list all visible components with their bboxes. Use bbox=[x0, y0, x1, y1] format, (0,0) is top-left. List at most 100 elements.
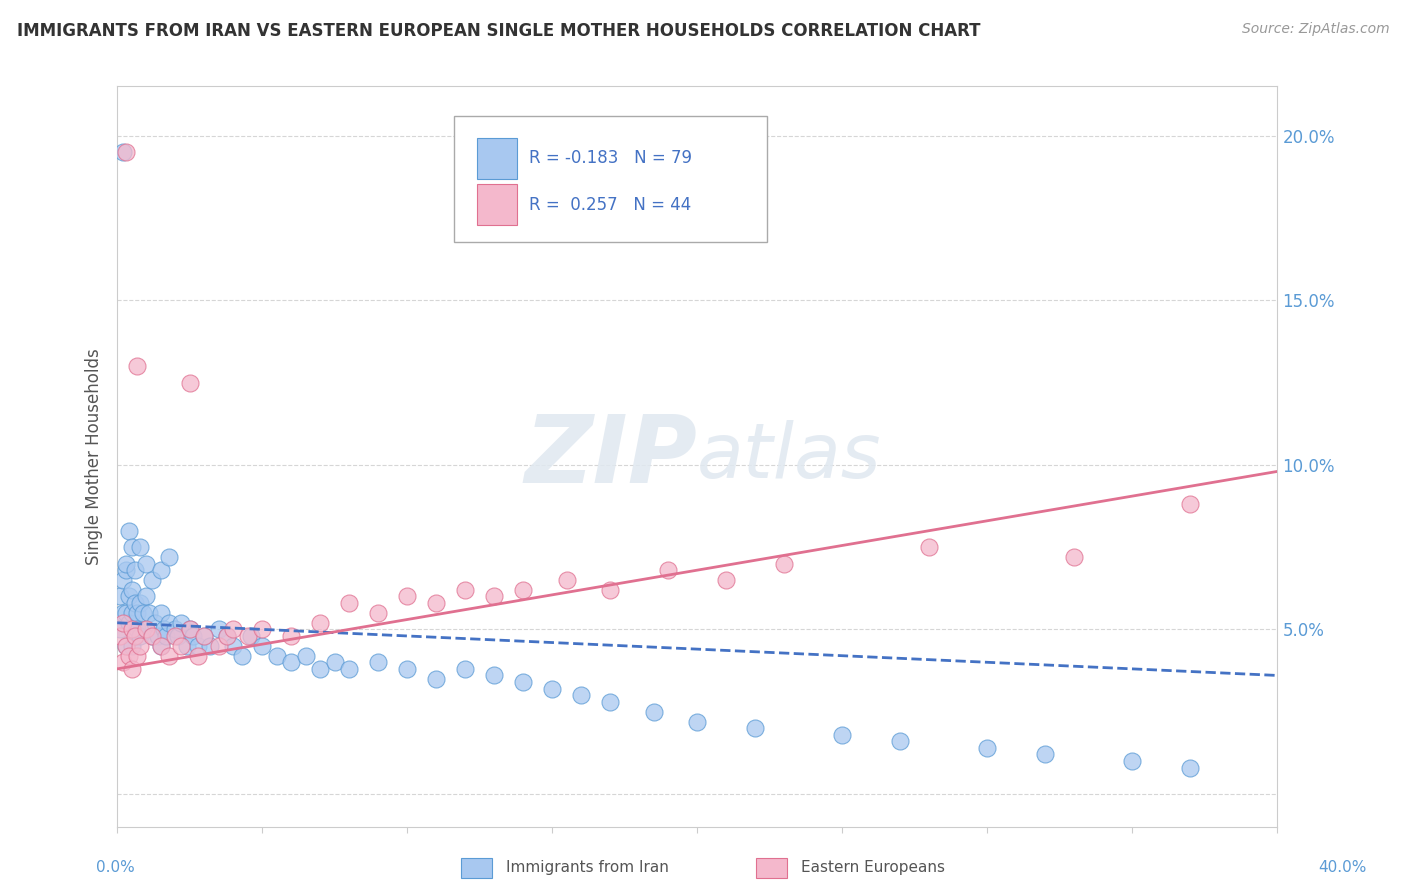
Point bbox=[111, 145, 134, 160]
Point bbox=[187, 648, 209, 663]
Point bbox=[143, 615, 166, 630]
Point bbox=[323, 655, 346, 669]
Point bbox=[124, 629, 146, 643]
Point bbox=[555, 573, 578, 587]
Point bbox=[889, 734, 911, 748]
Point bbox=[512, 582, 534, 597]
Point bbox=[657, 563, 679, 577]
Point bbox=[266, 648, 288, 663]
Point bbox=[124, 629, 146, 643]
Point bbox=[396, 662, 419, 676]
Point bbox=[149, 639, 172, 653]
Point bbox=[176, 639, 198, 653]
Point bbox=[111, 606, 134, 620]
Point bbox=[208, 639, 231, 653]
Point bbox=[127, 359, 149, 373]
Point bbox=[115, 563, 138, 577]
Point bbox=[149, 606, 172, 620]
Point bbox=[599, 582, 621, 597]
Point bbox=[115, 606, 138, 620]
Point bbox=[280, 629, 302, 643]
Point bbox=[181, 629, 204, 643]
Point bbox=[309, 662, 332, 676]
Point bbox=[484, 590, 506, 604]
Point bbox=[118, 590, 141, 604]
Point bbox=[179, 376, 201, 390]
Point bbox=[280, 655, 302, 669]
Point bbox=[132, 606, 155, 620]
Point bbox=[294, 648, 316, 663]
Point bbox=[250, 639, 273, 653]
Point bbox=[127, 648, 149, 663]
Point bbox=[1180, 497, 1202, 511]
Point bbox=[1121, 754, 1143, 768]
Point bbox=[170, 639, 193, 653]
Point bbox=[152, 623, 174, 637]
Point bbox=[643, 705, 665, 719]
Text: atlas: atlas bbox=[697, 419, 882, 493]
Point bbox=[222, 639, 245, 653]
Text: 40.0%: 40.0% bbox=[1319, 860, 1367, 874]
Point bbox=[111, 655, 134, 669]
Point bbox=[115, 145, 138, 160]
Point bbox=[118, 524, 141, 538]
Point bbox=[135, 623, 157, 637]
Point bbox=[484, 668, 506, 682]
Point bbox=[135, 557, 157, 571]
Point bbox=[599, 695, 621, 709]
Point bbox=[111, 615, 134, 630]
Bar bbox=[477, 184, 517, 225]
Point bbox=[121, 540, 143, 554]
Point bbox=[129, 540, 152, 554]
Point bbox=[135, 590, 157, 604]
Point bbox=[198, 639, 221, 653]
Point bbox=[918, 540, 941, 554]
Point bbox=[454, 582, 477, 597]
Point bbox=[115, 557, 138, 571]
Point bbox=[165, 623, 187, 637]
Text: Source: ZipAtlas.com: Source: ZipAtlas.com bbox=[1241, 22, 1389, 37]
Point bbox=[425, 596, 447, 610]
Point bbox=[149, 563, 172, 577]
Point bbox=[716, 573, 738, 587]
Text: R = -0.183   N = 79: R = -0.183 N = 79 bbox=[529, 149, 692, 167]
Text: Immigrants from Iran: Immigrants from Iran bbox=[506, 860, 669, 874]
Point bbox=[569, 688, 592, 702]
FancyBboxPatch shape bbox=[454, 116, 766, 242]
Point bbox=[367, 606, 389, 620]
Point bbox=[831, 728, 853, 742]
Point bbox=[167, 629, 190, 643]
Point bbox=[157, 615, 180, 630]
Point bbox=[337, 596, 360, 610]
Point bbox=[124, 563, 146, 577]
Point bbox=[157, 648, 180, 663]
Point bbox=[121, 639, 143, 653]
Point bbox=[236, 629, 259, 643]
Point bbox=[454, 662, 477, 676]
Point bbox=[425, 672, 447, 686]
Point bbox=[773, 557, 796, 571]
Point bbox=[146, 629, 169, 643]
Point bbox=[744, 721, 766, 735]
Point bbox=[121, 582, 143, 597]
Point bbox=[121, 623, 143, 637]
Point bbox=[118, 615, 141, 630]
Point bbox=[170, 615, 193, 630]
Point bbox=[512, 675, 534, 690]
Point bbox=[250, 623, 273, 637]
Text: 0.0%: 0.0% bbox=[96, 860, 135, 874]
Point bbox=[149, 639, 172, 653]
Point bbox=[367, 655, 389, 669]
Point bbox=[115, 639, 138, 653]
Point bbox=[239, 629, 262, 643]
Text: IMMIGRANTS FROM IRAN VS EASTERN EUROPEAN SINGLE MOTHER HOUSEHOLDS CORRELATION CH: IMMIGRANTS FROM IRAN VS EASTERN EUROPEAN… bbox=[17, 22, 980, 40]
Point bbox=[121, 606, 143, 620]
Point bbox=[108, 623, 131, 637]
Point bbox=[121, 662, 143, 676]
Point bbox=[157, 549, 180, 564]
Point bbox=[193, 629, 215, 643]
Point bbox=[141, 629, 163, 643]
Point bbox=[118, 648, 141, 663]
Point bbox=[396, 590, 419, 604]
Y-axis label: Single Mother Households: Single Mother Households bbox=[86, 348, 103, 565]
